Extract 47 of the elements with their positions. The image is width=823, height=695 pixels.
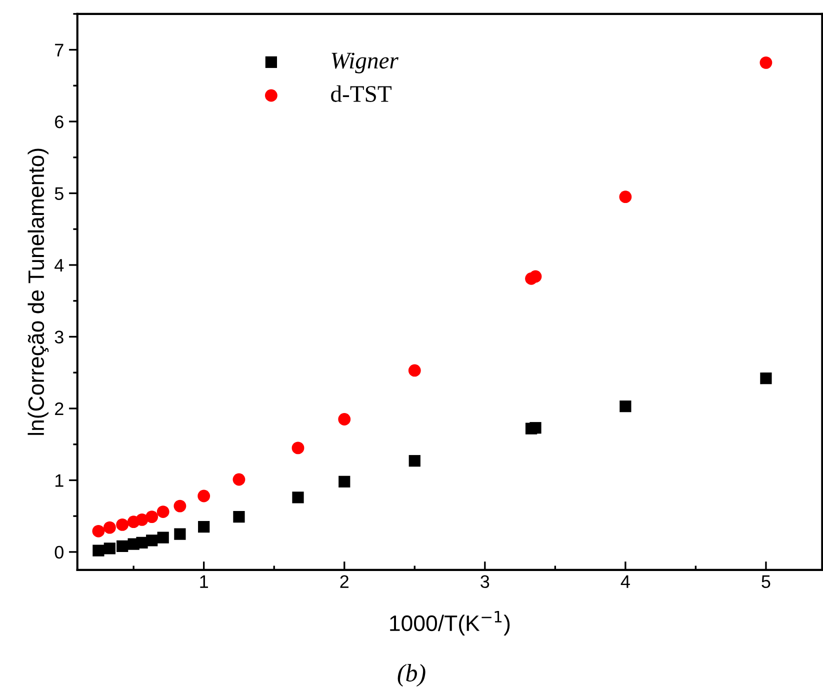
point [408,455,420,467]
point [92,544,104,556]
point [233,511,245,523]
point [760,372,772,384]
y-tick-label: 4 [54,259,64,272]
point [525,272,538,285]
point [157,532,169,544]
y-tick-label: 3 [54,330,64,344]
point [156,506,170,518]
point [174,500,186,512]
point [198,521,210,533]
point [232,473,246,486]
legend-label: d-TST [331,85,392,102]
text: (b) [398,664,426,687]
point [146,510,158,524]
y-tick-label: 5 [54,187,64,200]
y-tick-label: 6 [55,115,64,128]
point [103,521,116,534]
point [408,364,421,377]
point [127,516,140,528]
point [174,528,186,540]
y-tick-label: 0 [54,546,64,559]
x-tick-label: 1 [200,575,208,588]
point [292,442,304,454]
legend-label: Wigner [332,52,398,74]
point [116,540,128,552]
point [92,524,105,538]
point [760,56,772,69]
x-tick-label: 5 [762,575,770,588]
y-tick-label: 1 [56,474,64,487]
y-axis-title: ln(Correção de Tunelamento) [28,148,49,435]
point [338,413,351,426]
point [128,538,140,550]
point [338,476,350,488]
x-tick-label: 3 [480,575,490,588]
y-tick-label: 2 [55,402,64,416]
point [620,400,632,412]
x-tick-label: 4 [620,575,630,588]
point [525,422,538,434]
point [104,542,116,554]
point [292,492,304,504]
x-axis-title: 1000/T(K$^{−1}$) [390,611,510,636]
point [198,490,210,502]
point [619,190,632,204]
x-tick-label: 2 [340,575,348,588]
y-tick-label: 7 [55,44,64,56]
point [116,518,129,531]
